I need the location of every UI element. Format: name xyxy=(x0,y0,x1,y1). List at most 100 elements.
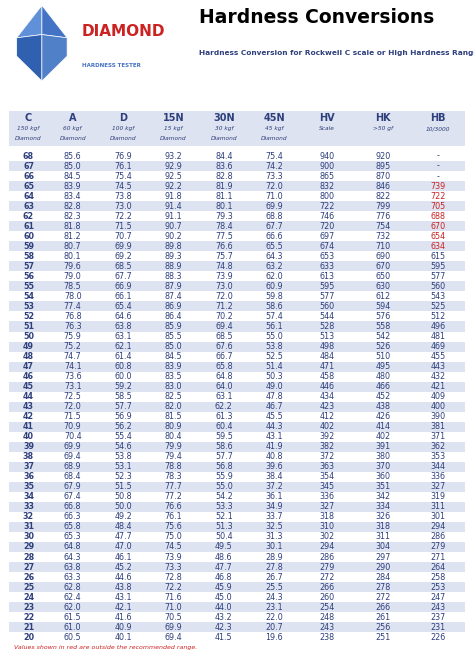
Text: 72.0: 72.0 xyxy=(215,292,233,301)
Bar xyxy=(9,402,465,411)
Text: 50.3: 50.3 xyxy=(265,372,283,381)
Text: 43.1: 43.1 xyxy=(265,432,283,441)
Text: 43.2: 43.2 xyxy=(215,613,233,621)
Text: 62: 62 xyxy=(23,212,34,221)
Text: 66.8: 66.8 xyxy=(64,503,82,511)
Text: 354: 354 xyxy=(320,472,335,481)
Text: 360: 360 xyxy=(376,472,391,481)
Bar xyxy=(9,492,465,502)
Text: 254: 254 xyxy=(320,602,335,612)
Text: 19.6: 19.6 xyxy=(265,632,283,642)
Bar xyxy=(9,321,465,331)
Text: 41.5: 41.5 xyxy=(215,632,233,642)
Text: 484: 484 xyxy=(320,352,335,361)
Text: 310: 310 xyxy=(320,522,335,531)
Text: 32: 32 xyxy=(23,512,34,522)
Text: 93.2: 93.2 xyxy=(164,152,182,160)
Text: 45.5: 45.5 xyxy=(265,412,283,421)
Text: Hardness Conversion for Rockwell C scale or High Hardness Range: Hardness Conversion for Rockwell C scale… xyxy=(199,50,474,56)
Text: 73.0: 73.0 xyxy=(114,201,132,211)
Text: 47.7: 47.7 xyxy=(114,533,132,541)
Text: 20.7: 20.7 xyxy=(265,623,283,632)
Text: 390: 390 xyxy=(430,412,446,421)
Text: 77.5: 77.5 xyxy=(215,231,233,241)
Text: 455: 455 xyxy=(430,352,446,361)
Text: 271: 271 xyxy=(430,552,446,561)
Text: 73.6: 73.6 xyxy=(64,372,82,381)
Text: 71.6: 71.6 xyxy=(164,593,182,602)
Text: 402: 402 xyxy=(376,432,391,441)
Text: 266: 266 xyxy=(376,602,391,612)
Text: 91.4: 91.4 xyxy=(164,201,182,211)
Text: 286: 286 xyxy=(320,552,335,561)
Text: 57.7: 57.7 xyxy=(114,402,132,411)
Text: 84.4: 84.4 xyxy=(215,152,233,160)
Text: 577: 577 xyxy=(430,272,446,281)
Bar xyxy=(9,251,465,261)
Text: 58.5: 58.5 xyxy=(114,392,132,401)
Text: 70.9: 70.9 xyxy=(64,422,82,431)
Text: 64: 64 xyxy=(23,192,34,201)
Bar xyxy=(9,331,465,342)
Text: 44.0: 44.0 xyxy=(215,602,233,612)
Text: 55.0: 55.0 xyxy=(265,332,283,341)
Text: 72.5: 72.5 xyxy=(64,392,82,401)
Text: 40.8: 40.8 xyxy=(265,452,283,462)
Text: 41.6: 41.6 xyxy=(114,613,132,621)
Bar xyxy=(9,291,465,301)
Text: 469: 469 xyxy=(430,342,446,351)
Text: 43.1: 43.1 xyxy=(114,593,132,602)
Text: 55.0: 55.0 xyxy=(215,482,233,492)
Text: 22: 22 xyxy=(23,613,34,621)
Text: 73.9: 73.9 xyxy=(164,552,182,561)
Text: 78.4: 78.4 xyxy=(215,222,233,231)
Text: 336: 336 xyxy=(320,492,335,501)
Text: 732: 732 xyxy=(376,231,391,241)
Text: 371: 371 xyxy=(430,432,446,441)
Text: 63.3: 63.3 xyxy=(64,572,82,582)
Bar xyxy=(9,472,465,482)
Text: 69.9: 69.9 xyxy=(114,242,132,251)
Text: 83.0: 83.0 xyxy=(165,382,182,391)
Text: 34: 34 xyxy=(23,492,34,501)
Text: 47.8: 47.8 xyxy=(265,392,283,401)
Text: 238: 238 xyxy=(320,632,335,642)
Text: 60: 60 xyxy=(23,231,34,241)
Text: 36.1: 36.1 xyxy=(265,492,283,501)
Text: 327: 327 xyxy=(430,482,446,492)
Text: 64.3: 64.3 xyxy=(265,252,283,261)
Bar xyxy=(9,422,465,432)
Bar xyxy=(9,261,465,271)
Text: 261: 261 xyxy=(376,613,391,621)
Text: 45: 45 xyxy=(23,382,34,391)
Text: 60.0: 60.0 xyxy=(114,372,132,381)
Bar xyxy=(9,211,465,221)
Bar xyxy=(9,462,465,472)
Text: 21: 21 xyxy=(23,623,34,632)
Polygon shape xyxy=(17,5,42,38)
Bar xyxy=(9,282,465,291)
Text: 45.9: 45.9 xyxy=(215,583,233,591)
Text: 544: 544 xyxy=(320,312,335,321)
Text: 71.2: 71.2 xyxy=(215,302,233,311)
Text: 85.9: 85.9 xyxy=(164,322,182,331)
Bar xyxy=(9,231,465,241)
Text: 409: 409 xyxy=(430,392,446,401)
Text: 70.4: 70.4 xyxy=(64,432,82,441)
Text: 83.9: 83.9 xyxy=(64,182,82,190)
Text: 481: 481 xyxy=(430,332,446,341)
Text: 40.9: 40.9 xyxy=(114,623,132,632)
Text: 674: 674 xyxy=(320,242,335,251)
Text: 77.7: 77.7 xyxy=(164,482,182,492)
Text: 76.3: 76.3 xyxy=(64,322,82,331)
Text: 654: 654 xyxy=(430,231,446,241)
Text: 26.7: 26.7 xyxy=(265,572,283,582)
Text: 391: 391 xyxy=(376,442,391,451)
Text: 73.1: 73.1 xyxy=(64,382,82,391)
Text: 426: 426 xyxy=(376,412,391,421)
Text: 64.8: 64.8 xyxy=(215,372,233,381)
Text: -: - xyxy=(437,171,439,181)
Text: 46.8: 46.8 xyxy=(215,572,233,582)
Text: 72.2: 72.2 xyxy=(114,212,132,221)
Text: 27.8: 27.8 xyxy=(265,563,283,572)
